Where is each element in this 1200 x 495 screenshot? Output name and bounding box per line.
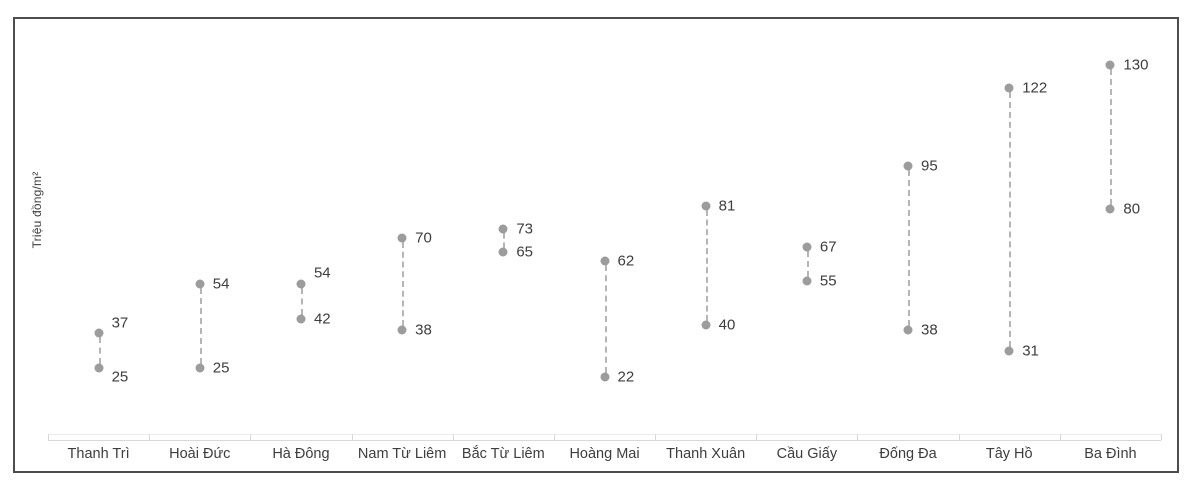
max-price-label: 95 xyxy=(921,157,938,175)
min-price-label: 38 xyxy=(921,321,938,339)
x-axis-tick xyxy=(250,434,252,440)
min-price-label: 38 xyxy=(415,321,432,339)
min-price-dot[interactable] xyxy=(94,363,104,373)
min-price-label: 40 xyxy=(718,316,736,334)
x-axis-category-label: Thanh Xuân xyxy=(666,446,746,462)
x-axis-category-label: Ba Đình xyxy=(1084,446,1137,462)
max-price-dot[interactable] xyxy=(600,256,609,266)
x-axis-baseline xyxy=(48,440,1161,441)
max-price-dot[interactable] xyxy=(397,233,407,243)
x-axis-category-label: Bắc Từ Liêm xyxy=(461,446,545,462)
min-price-dot[interactable] xyxy=(1004,346,1014,356)
max-price-dot[interactable] xyxy=(1004,83,1014,93)
min-price-dot[interactable] xyxy=(600,372,609,381)
x-axis-category-label: Thanh Trì xyxy=(67,446,130,462)
max-price-label: 54 xyxy=(313,264,331,282)
range-connector xyxy=(806,250,809,278)
min-price-label: 31 xyxy=(1022,342,1039,360)
min-price-dot[interactable] xyxy=(903,325,913,335)
x-axis-tick xyxy=(857,434,859,440)
max-price-label: 67 xyxy=(819,238,837,256)
min-price-dot[interactable] xyxy=(701,320,711,330)
min-price-label: 42 xyxy=(313,310,331,328)
min-price-label: 65 xyxy=(516,243,533,261)
max-price-label: 54 xyxy=(212,275,230,293)
min-price-dot[interactable] xyxy=(195,363,205,373)
y-axis-title: Triệu đồng/m² xyxy=(30,171,44,249)
max-price-dot[interactable] xyxy=(94,328,104,338)
min-price-label: 55 xyxy=(819,272,837,290)
min-price-label: 25 xyxy=(212,359,230,377)
max-price-label: 62 xyxy=(617,252,635,270)
range-connector xyxy=(1110,68,1113,206)
max-price-label: 73 xyxy=(516,220,533,238)
x-axis-category-label: Hoàng Mai xyxy=(569,446,640,462)
min-price-dot[interactable] xyxy=(498,247,508,257)
x-axis-category-label: Cầu Giấy xyxy=(776,446,838,462)
x-axis-tick xyxy=(756,434,758,440)
x-axis-category-label: Nam Từ Liêm xyxy=(357,446,447,462)
min-price-label: 22 xyxy=(617,368,635,385)
min-price-dot[interactable] xyxy=(802,276,812,286)
min-price-dot[interactable] xyxy=(1105,204,1115,214)
x-axis-tick xyxy=(1059,434,1061,440)
max-price-label: 37 xyxy=(111,314,129,332)
range-connector xyxy=(199,288,202,364)
range-connector xyxy=(300,288,303,315)
x-axis-tick xyxy=(48,434,49,440)
x-axis-tick xyxy=(149,434,151,440)
max-price-dot[interactable] xyxy=(1105,60,1115,70)
min-price-dot[interactable] xyxy=(397,325,407,335)
max-price-dot[interactable] xyxy=(802,242,812,252)
x-axis-tick xyxy=(351,434,353,440)
max-price-label: 130 xyxy=(1123,56,1149,74)
x-axis-tick xyxy=(1161,434,1162,440)
range-connector xyxy=(98,337,101,364)
range-connector xyxy=(402,241,405,327)
x-axis-tick xyxy=(958,434,960,440)
min-price-dot[interactable] xyxy=(296,314,306,324)
max-price-dot[interactable] xyxy=(195,279,205,289)
range-connector xyxy=(1009,91,1012,347)
max-price-label: 70 xyxy=(415,229,432,247)
max-price-dot[interactable] xyxy=(701,201,711,211)
range-connector xyxy=(908,169,911,327)
x-axis-tick xyxy=(452,434,454,440)
range-connector xyxy=(604,265,607,373)
x-axis-category-label: Hoài Đức xyxy=(169,446,231,462)
min-price-label: 80 xyxy=(1123,200,1141,218)
max-price-dot[interactable] xyxy=(903,161,913,171)
x-axis-category-label: Tây Hồ xyxy=(985,446,1033,462)
x-axis-category-label: Hà Đông xyxy=(272,446,330,462)
x-axis-tick xyxy=(655,434,657,440)
max-price-label: 122 xyxy=(1022,79,1048,97)
x-axis-upper-line xyxy=(48,434,1161,435)
x-axis-tick xyxy=(553,434,555,440)
chart-frame xyxy=(13,17,1179,473)
range-connector xyxy=(705,210,708,321)
max-price-dot[interactable] xyxy=(498,224,508,234)
max-price-label: 81 xyxy=(718,197,736,215)
x-axis-category-label: Đống Đa xyxy=(879,446,937,462)
range-connector xyxy=(503,233,506,249)
min-price-label: 25 xyxy=(111,368,129,386)
max-price-dot[interactable] xyxy=(296,279,306,289)
